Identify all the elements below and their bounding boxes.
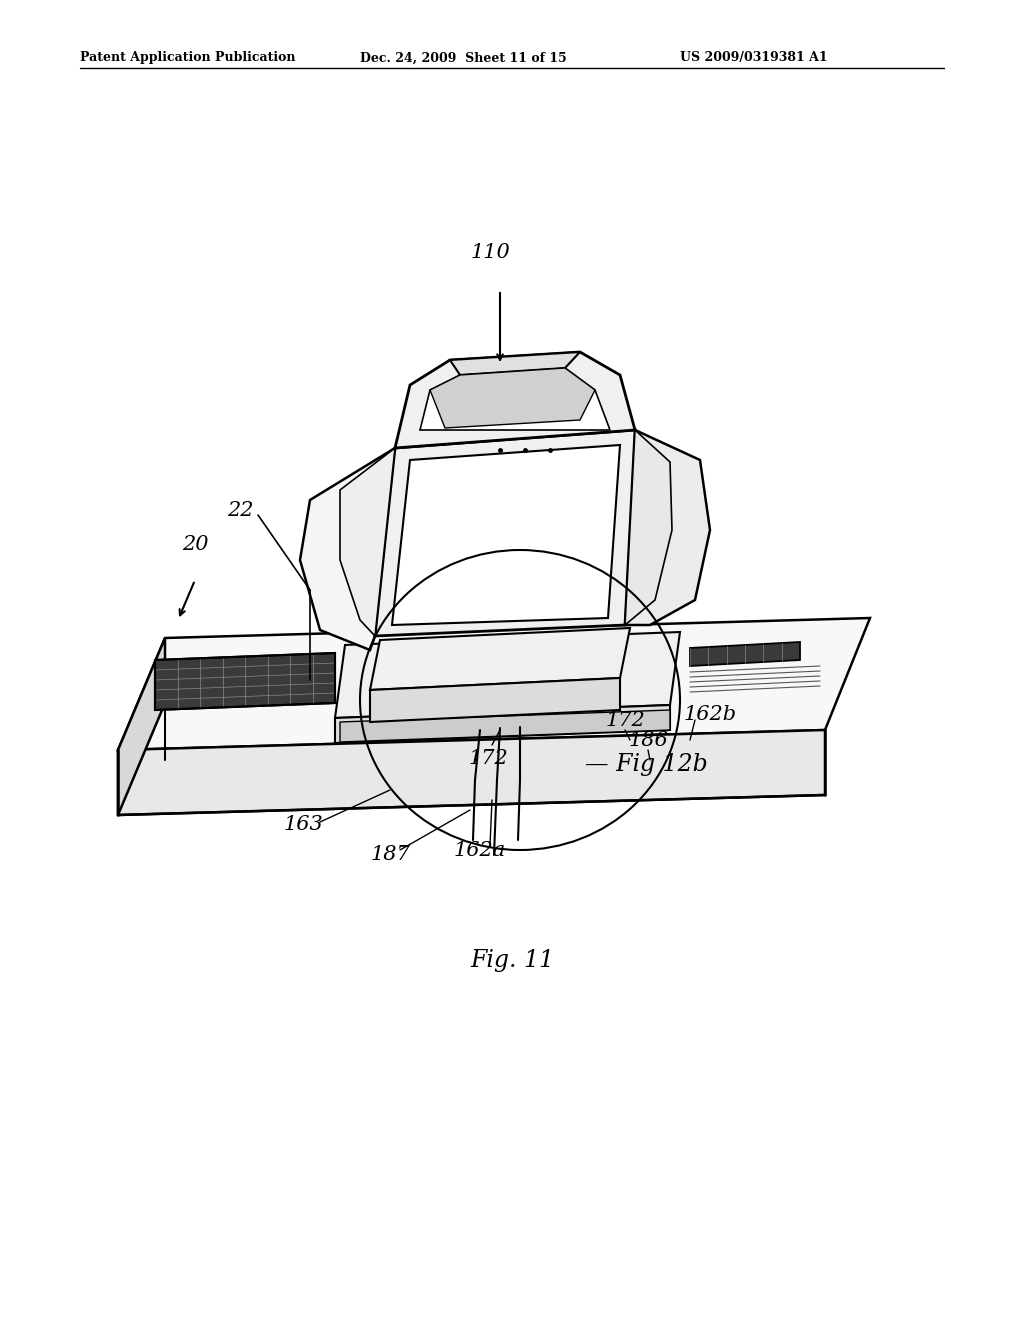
Text: 162a: 162a <box>454 841 506 859</box>
Polygon shape <box>375 430 635 636</box>
Text: 20: 20 <box>181 536 208 554</box>
Text: 110: 110 <box>470 243 510 261</box>
Text: 22: 22 <box>226 500 253 520</box>
Text: 172: 172 <box>468 748 508 767</box>
Text: 162b: 162b <box>683 705 736 725</box>
Text: US 2009/0319381 A1: US 2009/0319381 A1 <box>680 51 827 65</box>
Text: 172: 172 <box>605 710 645 730</box>
Polygon shape <box>370 678 620 722</box>
Polygon shape <box>335 632 680 718</box>
Polygon shape <box>118 618 870 750</box>
Text: 187: 187 <box>370 846 410 865</box>
Polygon shape <box>340 710 670 742</box>
Polygon shape <box>690 642 800 667</box>
Polygon shape <box>370 628 630 690</box>
Polygon shape <box>340 447 395 636</box>
Polygon shape <box>625 430 672 624</box>
Polygon shape <box>625 430 710 624</box>
Polygon shape <box>118 730 825 814</box>
Polygon shape <box>155 653 335 710</box>
Text: 163: 163 <box>283 816 323 834</box>
Polygon shape <box>335 705 670 743</box>
Polygon shape <box>300 447 395 649</box>
Text: Dec. 24, 2009  Sheet 11 of 15: Dec. 24, 2009 Sheet 11 of 15 <box>360 51 566 65</box>
Text: Fig. 11: Fig. 11 <box>470 949 554 972</box>
Text: 186: 186 <box>628 730 668 750</box>
Polygon shape <box>395 352 635 447</box>
Polygon shape <box>118 638 165 814</box>
Text: Patent Application Publication: Patent Application Publication <box>80 51 296 65</box>
Polygon shape <box>420 368 610 430</box>
Polygon shape <box>450 352 580 375</box>
Polygon shape <box>392 445 620 624</box>
Text: — Fig 12b: — Fig 12b <box>585 754 708 776</box>
Polygon shape <box>430 368 595 428</box>
